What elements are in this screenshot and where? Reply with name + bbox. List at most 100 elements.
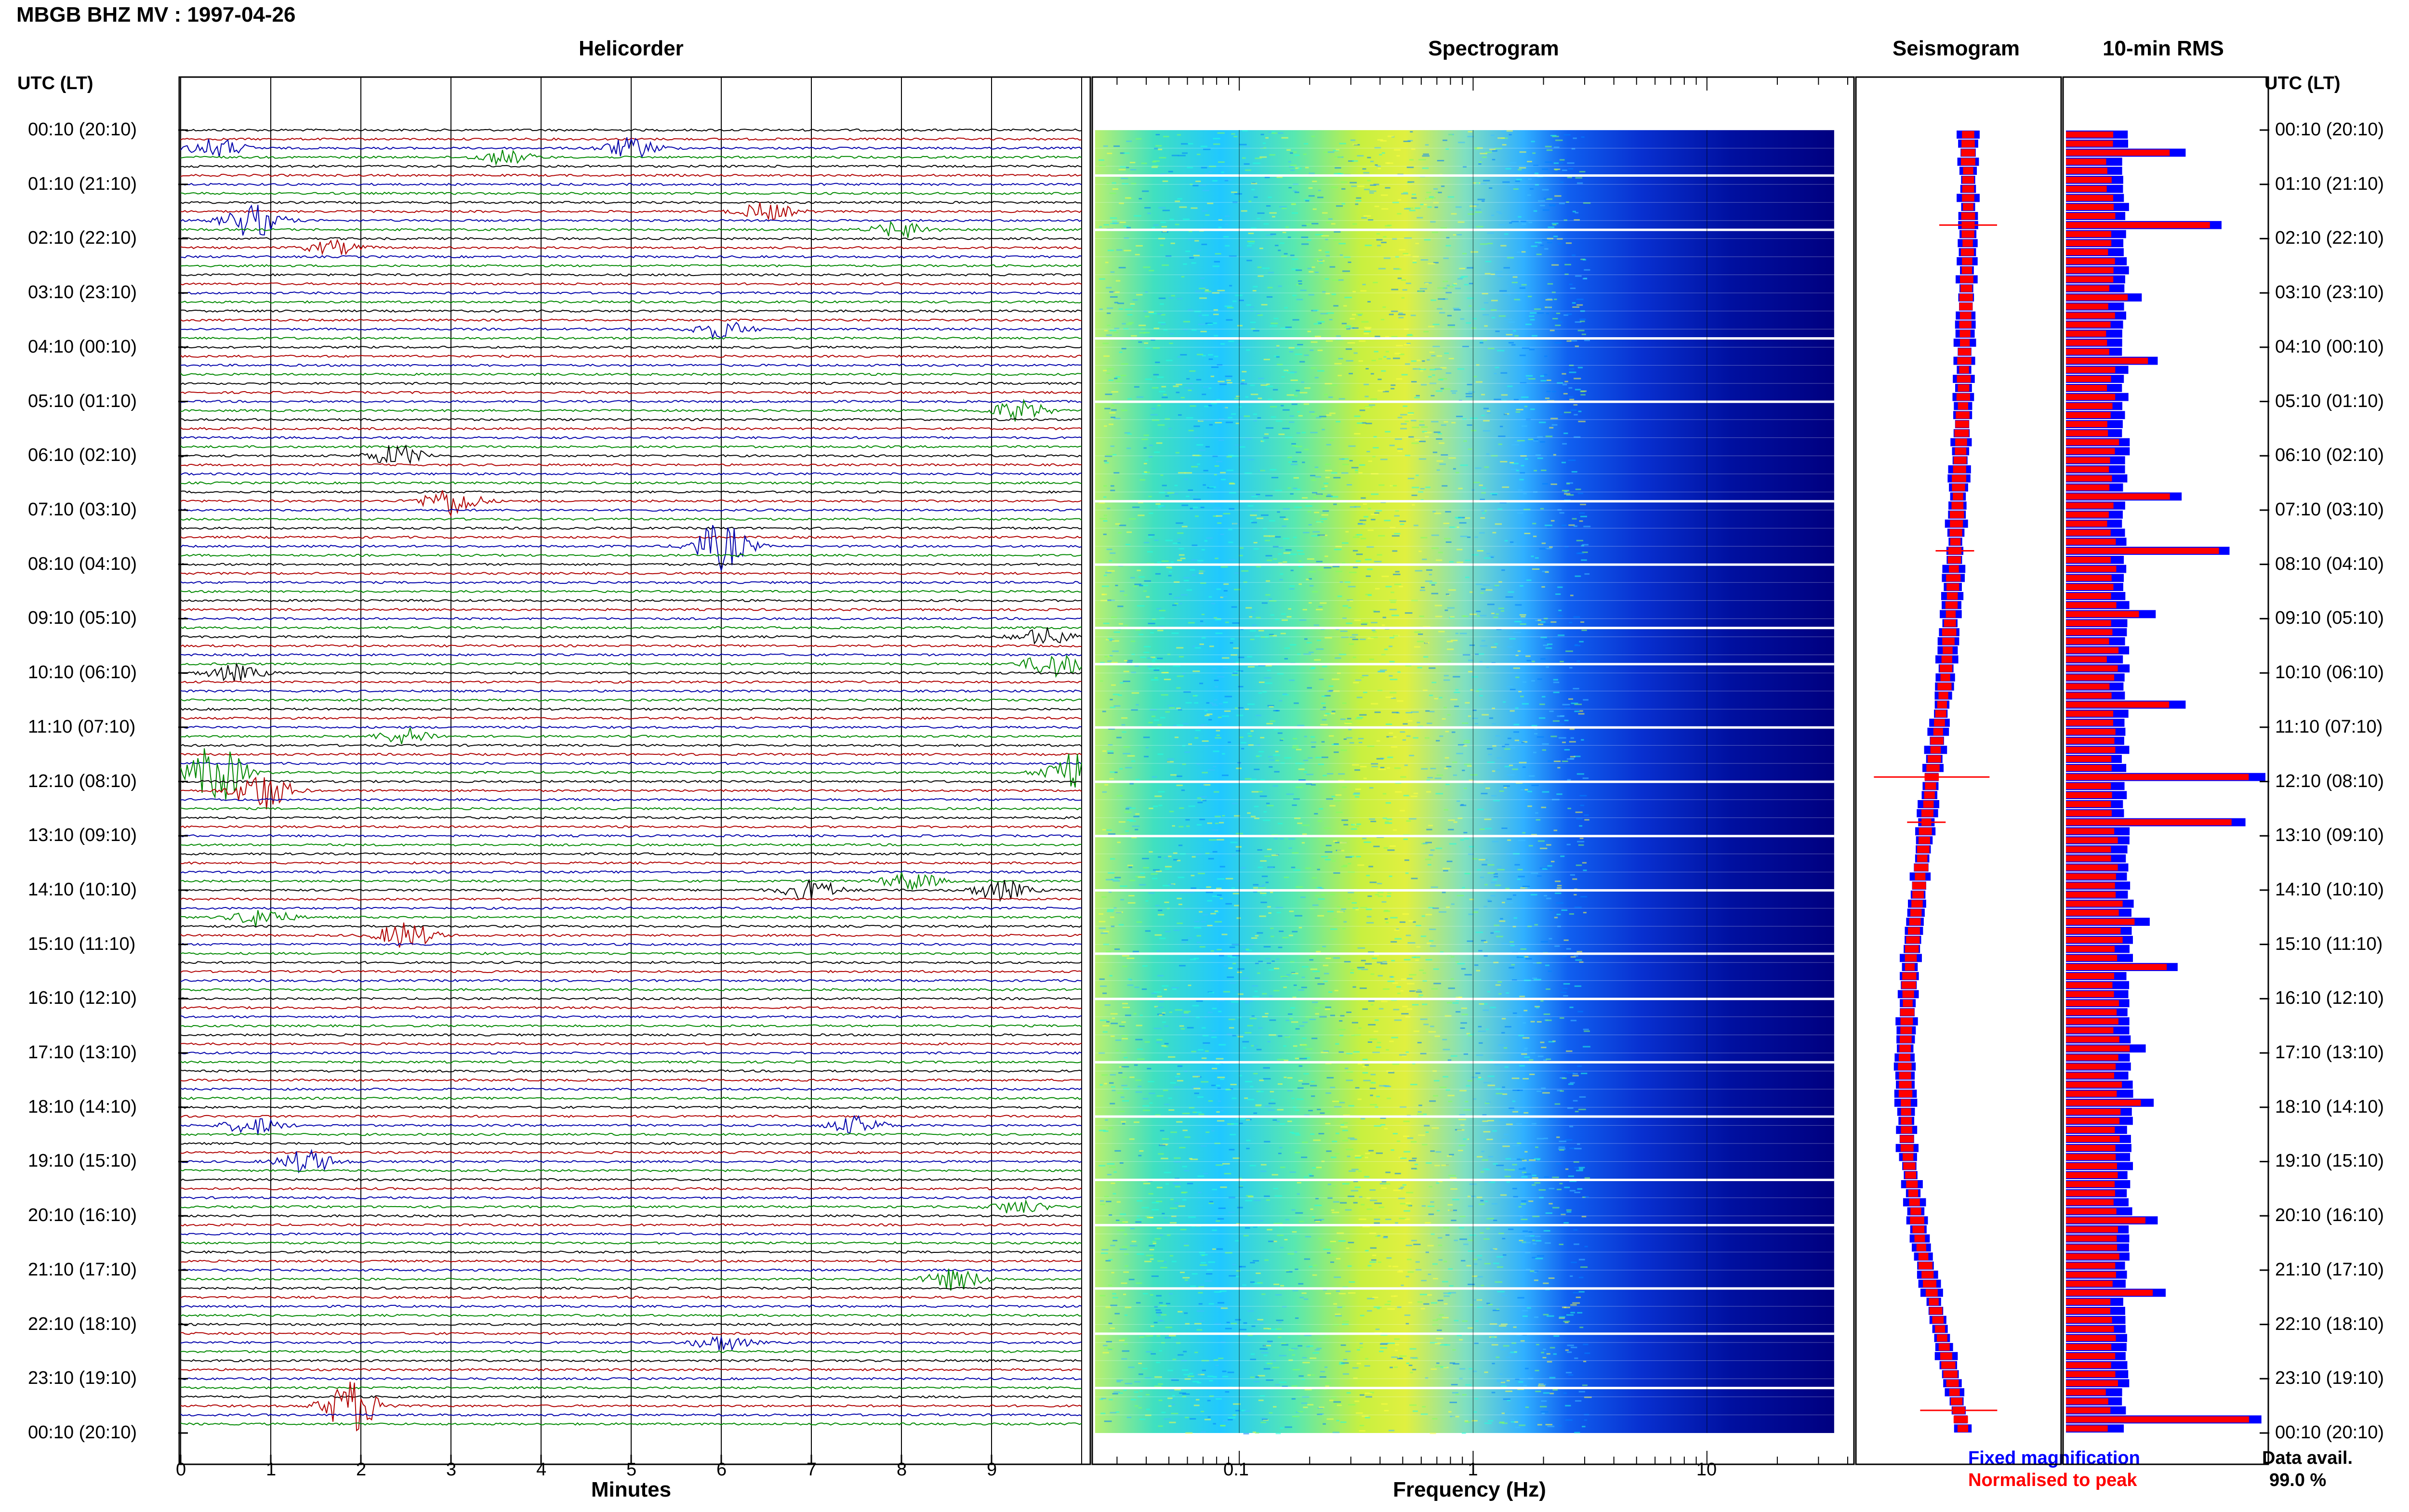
spectrogram-texture [1302, 1142, 1308, 1144]
spectrogram-texture [1368, 951, 1375, 953]
spectrogram-texture [1245, 1000, 1253, 1002]
spectrogram-texture [1291, 1385, 1297, 1387]
spectrogram-texture [1127, 865, 1133, 867]
spectrogram-texture [1359, 987, 1367, 989]
spectrogram-texture [1432, 1319, 1438, 1321]
spectrogram-texture [1320, 1371, 1325, 1373]
spectrogram-texture [1425, 1222, 1431, 1224]
spectrogram-texture [1569, 621, 1573, 623]
spectrogram-texture [1374, 206, 1379, 208]
spectrogram-texture [1544, 618, 1548, 619]
spectrogram-texture [1315, 1221, 1320, 1223]
spectrogram-texture [1188, 622, 1195, 624]
spectrogram-texture [1548, 760, 1555, 762]
spectrogram-texture [1208, 171, 1212, 173]
helicorder-trace [180, 1178, 1082, 1182]
spectrogram-texture [1278, 1035, 1283, 1037]
spectrogram-texture [1234, 815, 1240, 817]
spectrogram-texture [1190, 959, 1196, 960]
spectrogram-texture [1391, 746, 1398, 748]
spectrogram-texture [1314, 659, 1321, 661]
spectrogram-texture [1447, 714, 1451, 716]
spectrogram-texture [1289, 1017, 1293, 1019]
spectrogram-texture [1197, 872, 1205, 874]
spectrogram-texture [1260, 892, 1267, 894]
spectrogram-texture [1311, 667, 1316, 669]
spectrogram-texture [1465, 1421, 1470, 1423]
spectrogram-texture [1483, 302, 1489, 304]
spectrogram-texture [1247, 666, 1255, 668]
spectrogram-texture [1232, 672, 1238, 674]
spectrogram-texture [1304, 1057, 1310, 1059]
spectrogram-texture [1383, 257, 1391, 259]
spectrogram-texture [1428, 907, 1434, 908]
spectrogram-texture [1326, 222, 1331, 224]
helicorder-trace [180, 1151, 1082, 1155]
spectrogram-texture [1339, 1362, 1343, 1364]
spectrogram-texture [1261, 602, 1268, 604]
spectrogram-texture [1253, 1073, 1258, 1075]
spectrogram-texture [1247, 240, 1255, 242]
spectrogram-texture [1352, 290, 1356, 292]
spectrogram-texture [1476, 610, 1481, 612]
spectrogram-texture [1275, 1328, 1282, 1330]
spectrogram-texture [1534, 1158, 1541, 1160]
spectrogram-texture [1335, 1315, 1342, 1317]
spectrogram-texture [1463, 1243, 1469, 1245]
spectrogram-texture [1209, 702, 1213, 704]
spectrogram-texture [1375, 1235, 1379, 1237]
spectrogram-texture [1298, 927, 1302, 929]
spectrogram-texture [1377, 1041, 1381, 1043]
spectrogram-texture [1186, 825, 1190, 827]
spectrogram-texture [1167, 1397, 1173, 1399]
spectrogram-texture [1172, 1358, 1177, 1360]
spectrogram-texture [1140, 872, 1145, 874]
spectrogram-texture [1209, 424, 1213, 426]
spectrogram-texture [1120, 590, 1125, 592]
spectrogram-texture [1370, 373, 1374, 375]
spectrogram-texture [1534, 924, 1538, 926]
spectrogram-texture [1448, 1268, 1453, 1270]
spectrogram-texture [1556, 793, 1562, 795]
spectrogram-texture [1143, 332, 1150, 334]
spectrogram-texture [1468, 671, 1473, 672]
spectrogram-texture [1453, 821, 1457, 823]
spectrogram-texture [1215, 1085, 1220, 1087]
spectrogram-texture [1277, 1059, 1284, 1061]
spectrogram-texture [1126, 140, 1132, 142]
spectrogram-texture [1475, 1072, 1481, 1074]
spectrogram-texture [1545, 647, 1552, 649]
spectrogram-texture [1215, 737, 1222, 739]
spectrogram-texture [1430, 299, 1437, 301]
spectrogram-texture [1106, 829, 1112, 831]
spectrogram-texture [1391, 336, 1398, 338]
spectrogram-texture [1193, 499, 1201, 500]
spectrogram-texture [1500, 245, 1507, 247]
helicorder-trace [180, 563, 1082, 566]
spectrogram-texture [1156, 1006, 1164, 1008]
spectrogram-texture [1306, 783, 1312, 785]
spectrogram-texture [1496, 1092, 1503, 1094]
spectrogram-texture [1505, 888, 1510, 890]
spectrogram-texture [1345, 721, 1352, 723]
spectrogram-texture [1181, 504, 1189, 506]
spectrogram-texture [1112, 188, 1119, 190]
spectrogram-texture [1099, 1052, 1105, 1054]
spectrogram-texture [1405, 1275, 1409, 1277]
spectrogram-texture [1552, 135, 1559, 137]
spectrogram-texture [1578, 1259, 1585, 1261]
spectrogram-texture [1285, 549, 1292, 551]
spectrogram-texture [1426, 192, 1431, 194]
spectrogram-texture [1562, 741, 1566, 743]
spectrogram-texture [1143, 310, 1147, 312]
spectrogram-texture [1404, 208, 1411, 210]
spectrogram-texture [1187, 1183, 1193, 1184]
spectrogram-texture [1387, 224, 1392, 226]
spectrogram-texture [1122, 1350, 1130, 1352]
helicorder-trace [180, 997, 1082, 1000]
spectrogram-texture [1178, 155, 1186, 157]
spectrogram-texture [1303, 532, 1310, 534]
spectrogram-texture [1231, 674, 1239, 676]
spectrogram-texture [1384, 1128, 1388, 1130]
spectrogram-texture [1480, 645, 1488, 647]
